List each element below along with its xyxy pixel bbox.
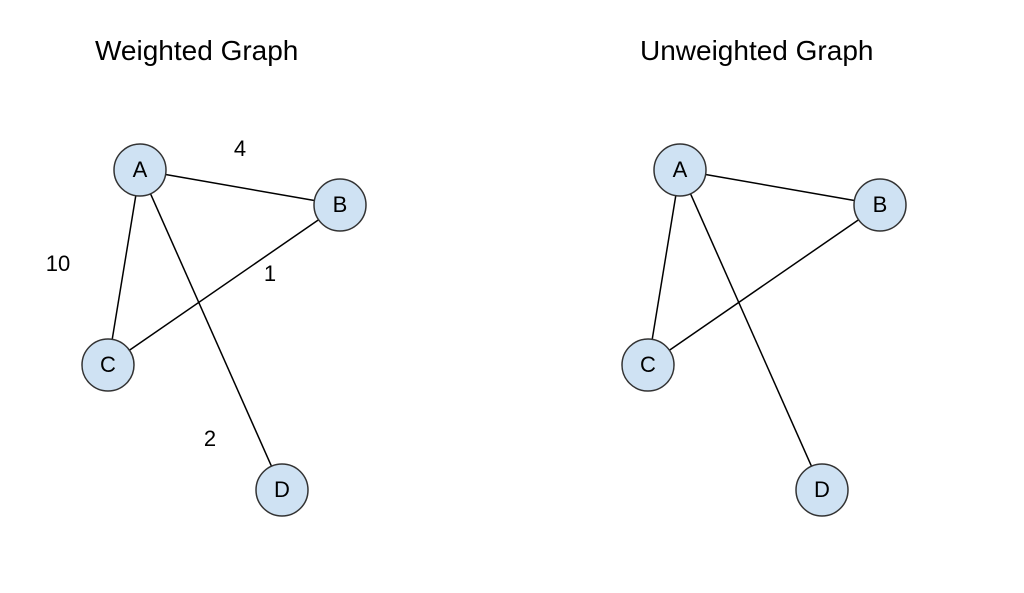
panel-weighted: Weighted Graph 41021 ABCD [0,0,512,593]
panel-unweighted: Unweighted Graph ABCD [540,0,1024,593]
edge-A-B [706,174,855,200]
edge-B-C [669,220,858,350]
node-label-B: B [333,192,348,217]
panel-weighted-svg: 4 10 2 1 A B C D [0,0,512,593]
node-label-C: C [100,352,116,377]
node-label-A: A [133,157,148,182]
panel-unweighted-svg: A B C D [540,0,1024,593]
edge-B-C [129,220,318,350]
edge-A-C [652,196,676,340]
nodes-weighted: A B C D [82,144,366,516]
edge-weight-A-C: 10 [46,251,70,276]
node-label-D: D [274,477,290,502]
node-label-A: A [673,157,688,182]
nodes-unweighted: A B C D [622,144,906,516]
edges-unweighted [652,174,858,466]
edges-weighted [112,174,318,466]
node-label-D: D [814,477,830,502]
node-label-C: C [640,352,656,377]
edge-weight-A-D: 2 [204,426,216,451]
edge-A-C [112,196,136,340]
edge-weight-A-B: 4 [234,136,246,161]
diagram-canvas: Weighted Graph 41021 ABCD Unweighted Gra… [0,0,1024,593]
node-label-B: B [873,192,888,217]
edge-A-D [691,194,812,466]
edge-weight-B-C: 1 [264,261,276,286]
edge-A-B [166,174,315,200]
